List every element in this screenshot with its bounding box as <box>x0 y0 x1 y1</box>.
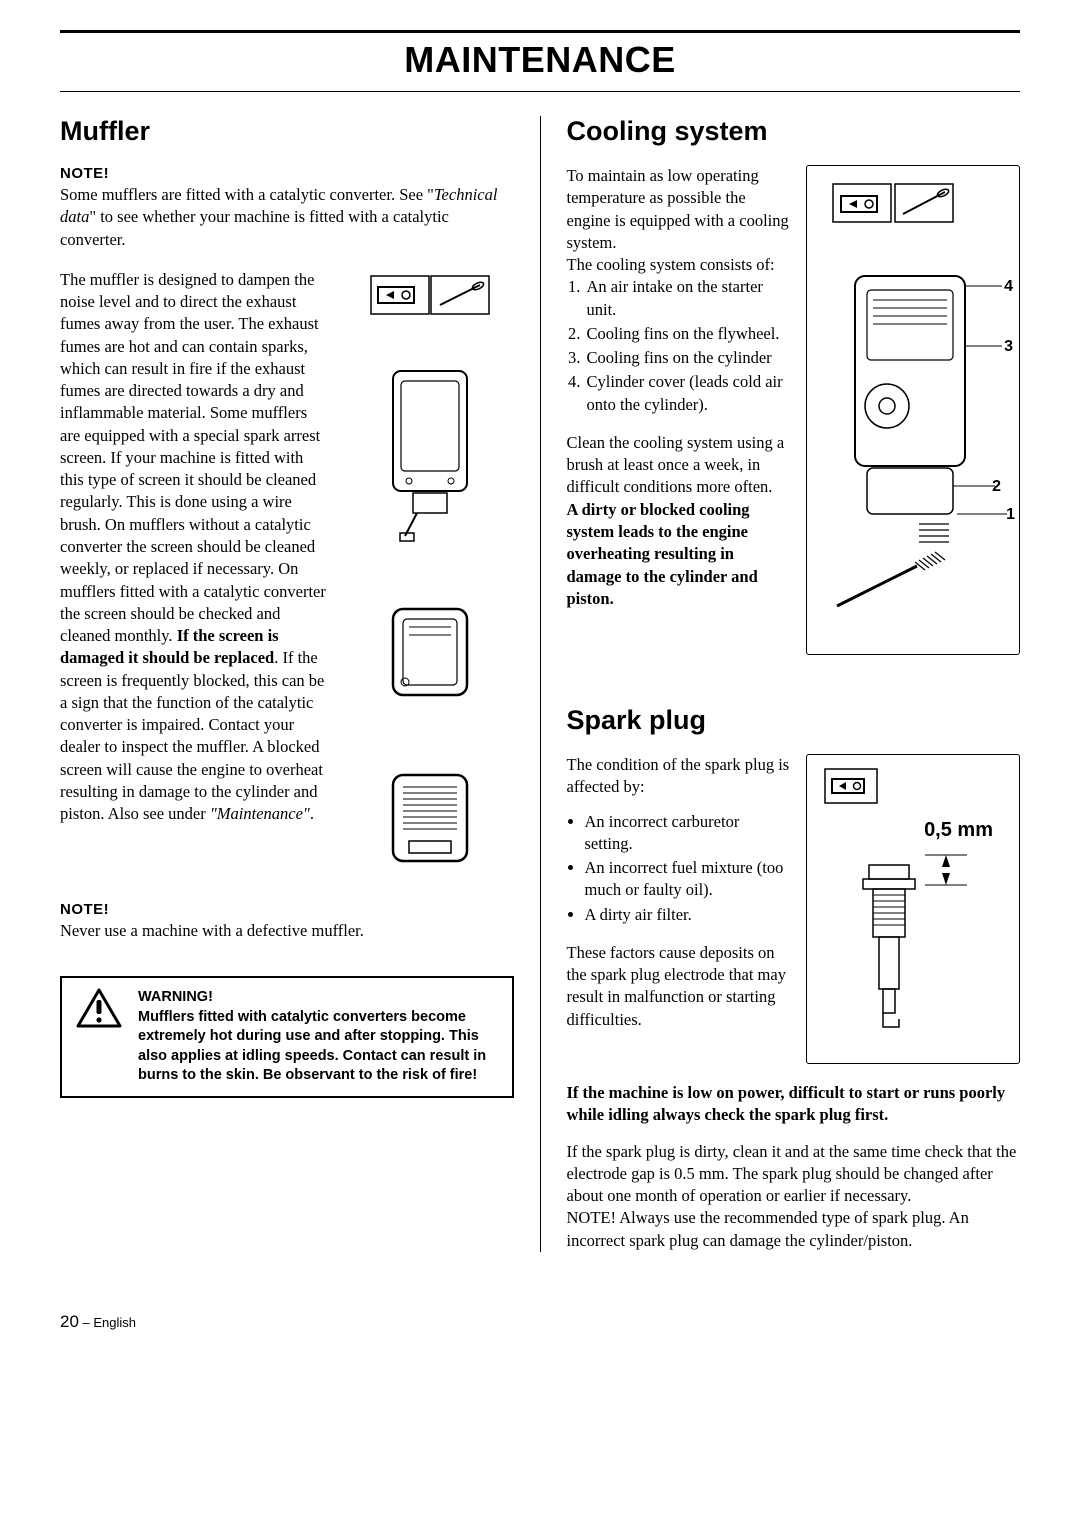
muffler-heading: Muffler <box>60 116 514 147</box>
muffler-figures <box>346 269 514 883</box>
spark-row: The condition of the spark plug is affec… <box>567 754 1021 1064</box>
title-underline <box>60 91 1020 92</box>
note-label-1: NOTE! <box>60 165 514 182</box>
cooling-item-3: Cooling fins on the cylinder <box>585 347 791 369</box>
cooling-text: To maintain as low operating temperature… <box>567 165 791 655</box>
muffler-body-row: The muffler is designed to dampen the no… <box>60 269 514 883</box>
cooling-label-3: 3 <box>1004 338 1013 356</box>
cooling-item-2: Cooling fins on the flywheel. <box>585 323 791 345</box>
spark-figure: 0,5 mm <box>806 754 1020 1064</box>
warning-label: WARNING! <box>138 988 498 1008</box>
cooling-bold-text: A dirty or blocked cooling system leads … <box>567 500 758 608</box>
spark-item-3: A dirty air filter. <box>585 904 791 926</box>
two-column-layout: Muffler NOTE! Some mufflers are fitted w… <box>60 116 1020 1252</box>
left-column: Muffler NOTE! Some mufflers are fitted w… <box>60 116 514 1252</box>
warning-box: WARNING! Mufflers fitted with catalytic … <box>60 976 514 1098</box>
center-divider <box>540 116 541 1252</box>
page-footer: 20 – English <box>60 1312 1020 1332</box>
cooling-list: An air intake on the starter unit. Cooli… <box>567 276 791 416</box>
cooling-row: To maintain as low operating temperature… <box>567 165 1021 655</box>
spark-bold-text: If the machine is low on power, difficul… <box>567 1083 1006 1124</box>
spark-bold: If the machine is low on power, difficul… <box>567 1082 1021 1127</box>
note1-b: " to see whether your machine is fitted … <box>60 207 449 248</box>
spark-note: NOTE! Always use the recommended type of… <box>567 1207 1021 1252</box>
muffler-figure-2 <box>365 587 495 717</box>
spark-factors: These factors cause deposits on the spar… <box>567 942 791 1031</box>
warning-text: Mufflers fitted with catalytic converter… <box>138 1008 498 1086</box>
cooling-label-2: 2 <box>992 478 1001 496</box>
cooling-intro: To maintain as low operating temperature… <box>567 165 791 254</box>
cooling-diagram <box>807 166 1019 654</box>
muffler-body-text: The muffler is designed to dampen the no… <box>60 269 328 826</box>
muffler-body-c: . If the screen is frequently blocked, t… <box>60 648 324 823</box>
warning-icon <box>76 988 122 1028</box>
spark-figure-wrap: 0,5 mm <box>806 754 1020 1064</box>
note1-a: Some mufflers are fitted with a catalyti… <box>60 185 434 204</box>
cooling-item-1: An air intake on the starter unit. <box>585 276 791 321</box>
muffler-figure-3 <box>365 753 495 883</box>
spark-text: The condition of the spark plug is affec… <box>567 754 791 1064</box>
cooling-bold: A dirty or blocked cooling system leads … <box>567 499 791 610</box>
cooling-label-4: 4 <box>1004 278 1013 296</box>
note-label-2: NOTE! <box>60 901 514 918</box>
muffler-figure-1 <box>365 351 495 551</box>
note-2-text: Never use a machine with a defective muf… <box>60 920 514 942</box>
spark-mm-label: 0,5 mm <box>924 819 993 842</box>
spark-item-1: An incorrect carburetor setting. <box>585 811 791 856</box>
cooling-label-1: 1 <box>1006 506 1015 524</box>
spark-heading: Spark plug <box>567 705 1021 736</box>
cooling-clean: Clean the cooling system using a brush a… <box>567 432 791 499</box>
cooling-heading: Cooling system <box>567 116 1021 147</box>
muffler-paragraph: The muffler is designed to dampen the no… <box>60 269 328 826</box>
muffler-body-e: . <box>310 804 314 823</box>
page-number: 20 <box>60 1312 79 1331</box>
spark-item-2: An incorrect fuel mixture (too much or f… <box>585 857 791 902</box>
muffler-body-a: The muffler is designed to dampen the no… <box>60 270 326 645</box>
spark-diagram <box>807 755 1019 1063</box>
warning-content: WARNING! Mufflers fitted with catalytic … <box>138 988 498 1086</box>
spark-list: An incorrect carburetor setting. An inco… <box>567 811 791 926</box>
cooling-consists: The cooling system consists of: <box>567 254 791 276</box>
right-column: Cooling system To maintain as low operat… <box>567 116 1021 1252</box>
page-lang: – English <box>79 1315 136 1330</box>
manual-icon <box>370 275 490 315</box>
cooling-item-4: Cylinder cover (leads cold air onto the … <box>585 371 791 416</box>
note-1-text: Some mufflers are fitted with a catalyti… <box>60 184 514 251</box>
page-title: MAINTENANCE <box>60 39 1020 81</box>
spark-gap: If the spark plug is dirty, clean it and… <box>567 1141 1021 1208</box>
muffler-body-italic: "Maintenance" <box>210 804 310 823</box>
cooling-figure: 4 3 2 1 <box>806 165 1020 655</box>
spark-intro: The condition of the spark plug is affec… <box>567 754 791 799</box>
cooling-figure-wrap: 4 3 2 1 <box>806 165 1020 655</box>
top-rule <box>60 30 1020 33</box>
